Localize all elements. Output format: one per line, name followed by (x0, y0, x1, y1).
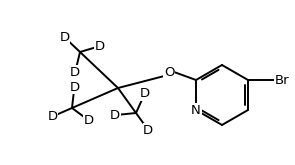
Text: D: D (60, 31, 70, 44)
Text: Br: Br (275, 73, 289, 86)
Text: D: D (95, 40, 105, 52)
Text: D: D (69, 81, 79, 94)
Text: D: D (110, 109, 120, 122)
Text: O: O (164, 66, 174, 79)
Text: D: D (84, 114, 94, 127)
Text: N: N (191, 103, 201, 116)
Text: D: D (140, 87, 150, 100)
Text: D: D (48, 110, 58, 123)
Text: D: D (70, 66, 80, 79)
Text: D: D (143, 124, 153, 137)
